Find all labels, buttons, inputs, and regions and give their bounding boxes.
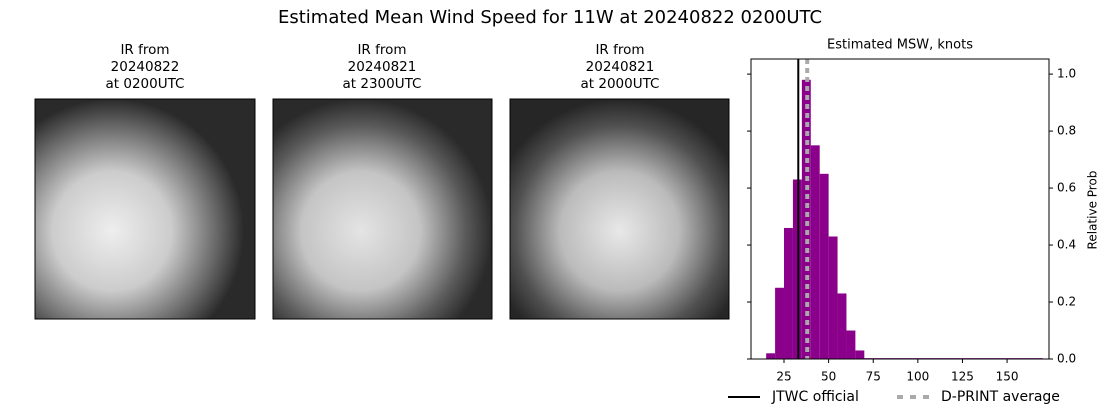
panel-title: at 2000UTC [581, 76, 660, 92]
ir-image [509, 98, 730, 320]
bar [819, 173, 829, 359]
x-tick-label: 125 [951, 370, 974, 384]
x-tick-label: 25 [776, 370, 791, 384]
y-tick-label: 1.0 [1057, 67, 1076, 81]
legend-label: D-PRINT average [941, 389, 1060, 405]
bar [801, 79, 811, 359]
x-tick-label: 150 [996, 370, 1019, 384]
x-tick-label: 50 [821, 370, 836, 384]
plot-frame [750, 58, 1050, 360]
ir-panel [272, 98, 493, 320]
panel-title: 20240821 [348, 59, 417, 75]
panel-title: IR from [120, 42, 169, 58]
ir-panel [34, 98, 256, 320]
x-tick-label: 75 [866, 370, 881, 384]
ir-panel [509, 98, 730, 320]
panel-title: at 2300UTC [343, 76, 422, 92]
panel-title: at 0200UTC [106, 76, 185, 92]
panel-title: 20240822 [111, 59, 180, 75]
ir-image [272, 98, 493, 320]
y-tick-label: 0.0 [1057, 352, 1076, 366]
bar [846, 330, 856, 359]
ir-image [34, 98, 256, 320]
panel-title: IR from [595, 42, 644, 58]
figure-title: Estimated Mean Wind Speed for 11W at 202… [278, 7, 822, 28]
y-tick-label: 0.4 [1057, 238, 1076, 252]
bar [837, 293, 847, 359]
y-axis-label: Relative Prob [1086, 171, 1100, 250]
panel-title: 20240821 [586, 59, 655, 75]
bar [810, 145, 820, 359]
x-tick-label: 100 [906, 370, 929, 384]
legend-label: JTWC official [771, 389, 859, 405]
panel-title: IR from [357, 42, 406, 58]
y-tick-label: 0.2 [1057, 295, 1076, 309]
bar [766, 353, 776, 359]
bar [855, 350, 865, 359]
bar [828, 236, 838, 359]
chart-title: Estimated MSW, knots [827, 38, 973, 53]
bar [784, 227, 793, 359]
y-tick-label: 0.6 [1057, 181, 1076, 195]
bar [775, 287, 785, 359]
y-tick-label: 0.8 [1057, 124, 1076, 138]
